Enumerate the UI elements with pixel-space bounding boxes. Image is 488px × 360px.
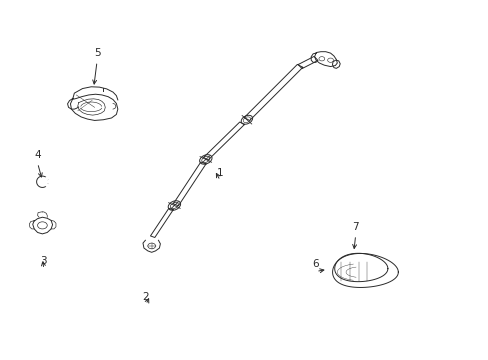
Text: 5: 5 [94, 49, 100, 58]
Text: 4: 4 [34, 150, 41, 160]
Text: 6: 6 [312, 258, 319, 269]
Text: 2: 2 [142, 292, 149, 302]
Text: 7: 7 [352, 222, 358, 232]
Text: 3: 3 [41, 256, 47, 266]
Text: 1: 1 [217, 168, 223, 178]
